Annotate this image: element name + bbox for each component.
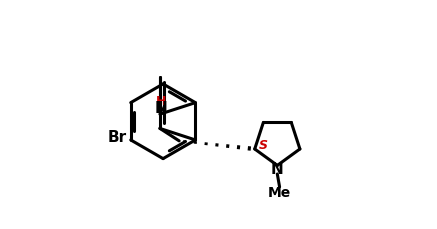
Text: N: N	[271, 162, 284, 177]
Text: Br: Br	[107, 130, 126, 145]
Text: H: H	[156, 95, 166, 108]
Text: Me: Me	[268, 186, 291, 200]
Text: S: S	[259, 139, 268, 152]
Text: N: N	[155, 101, 167, 116]
